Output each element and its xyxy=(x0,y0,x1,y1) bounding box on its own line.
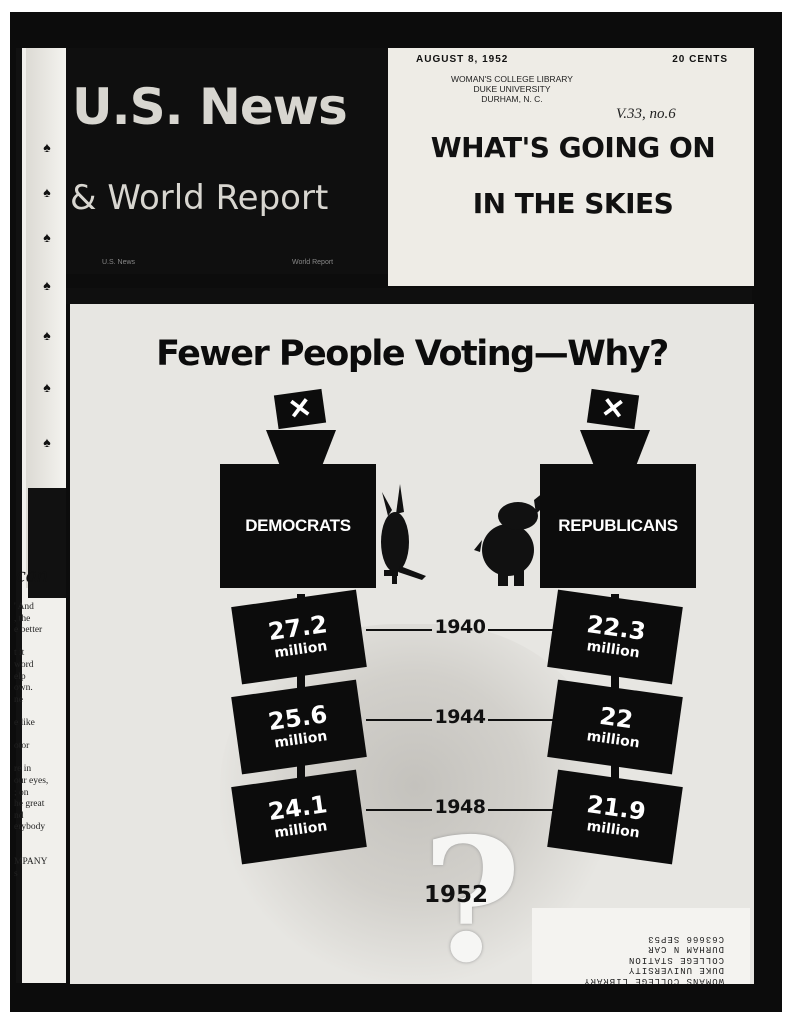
spine-text-line: otor xyxy=(14,741,30,752)
spine-text-line xyxy=(14,637,64,649)
spine-text-line: re in xyxy=(14,764,32,775)
cover-header: AUGUST 8, 1952 20 CENTS WOMAN'S COLLEGE … xyxy=(388,48,754,286)
spine-word: can xyxy=(16,562,48,587)
spine-text-line: nd xyxy=(14,810,24,821)
issue-price: 20 CENTS xyxy=(672,54,728,65)
divider-strip xyxy=(66,288,752,304)
election-year: 1944 xyxy=(434,706,486,728)
party-box-republicans: REPUBLICANS xyxy=(540,464,696,588)
masthead-small-right: World Report xyxy=(292,259,334,266)
question-mark-icon: ? xyxy=(422,801,522,984)
ballot-x-icon: ✕ xyxy=(586,388,640,430)
masthead-subtitle: & World Report xyxy=(70,178,329,218)
spine-text-line: MPANY xyxy=(14,857,48,868)
spine-text-line xyxy=(14,753,64,765)
masthead-small-left: U.S. News xyxy=(102,259,136,266)
spine-text-line: , the xyxy=(14,613,31,624)
library-stamp-top: WOMAN'S COLLEGE LIBRARY DUKE UNIVERSITY … xyxy=(451,74,573,104)
spine-text-line xyxy=(14,730,64,742)
spine-text-line: ; on xyxy=(14,787,29,798)
spine-text-line: elp xyxy=(14,671,26,682)
spine-text-line: he great xyxy=(14,799,45,810)
spine-text-line: e better xyxy=(14,625,43,636)
leaf-ornament-icon: ♠ xyxy=(43,277,51,293)
spine-text-line: own. xyxy=(14,683,33,694)
spine-text-line: word xyxy=(14,659,34,670)
spine-text-line xyxy=(14,706,64,718)
handwritten-volume-note: V.33, no.6 xyxy=(616,106,676,122)
ballot-slot xyxy=(580,430,650,466)
leaf-ornament-icon: ♠ xyxy=(43,379,51,395)
masthead: U.S. News & World Report U.S. News World… xyxy=(66,48,388,274)
spine-text-line xyxy=(14,845,64,857)
party-box-democrats: DEMOCRATS xyxy=(220,464,376,588)
spine-text-line: erybody xyxy=(14,822,46,833)
spine-text-line: our eyes, xyxy=(14,775,49,786)
spine-text-line: ' And xyxy=(14,602,34,612)
election-year: 1940 xyxy=(434,616,486,638)
spine-text-line: e like xyxy=(14,717,35,728)
cover-headline: WHAT'S GOING ON IN THE SKIES xyxy=(430,131,716,220)
leaf-ornament-icon: ♠ xyxy=(43,139,51,155)
spine-text-line: t it xyxy=(14,648,25,659)
spine-text-line xyxy=(14,834,64,846)
cover-illustration: Fewer People Voting—Why? ✕ ✕ xyxy=(70,304,754,984)
binding-spine: ♠ ♠ ♠ ♠ ♠ ♠ ♠ xyxy=(16,48,66,983)
spine-text-line: ne xyxy=(14,694,23,705)
spine-text-line: s xyxy=(14,868,18,879)
election-year: 1948 xyxy=(434,796,486,818)
spine-dark-block xyxy=(28,488,66,598)
elephant-icon xyxy=(474,492,546,586)
leaf-ornament-icon: ♠ xyxy=(43,327,51,343)
spine-text: ' And, the e better t it word elp own. ne e l… xyxy=(14,602,64,880)
leaf-ornament-icon: ♠ xyxy=(43,229,51,245)
leaf-ornament-icon: ♠ xyxy=(43,434,51,450)
cover-title: Fewer People Voting—Why? xyxy=(156,334,669,374)
question-year: 1952 xyxy=(424,882,489,908)
donkey-icon xyxy=(381,484,426,584)
ballot-x-icon: ✕ xyxy=(273,388,327,430)
issue-date: AUGUST 8, 1952 xyxy=(416,54,509,65)
leaf-ornament-icon: ♠ xyxy=(43,184,51,200)
masthead-title: U.S. News xyxy=(72,78,348,136)
library-stamp-bottom: WOMANS COLLEGE LIBRARY DUKE UNIVERSITY C… xyxy=(532,908,750,984)
